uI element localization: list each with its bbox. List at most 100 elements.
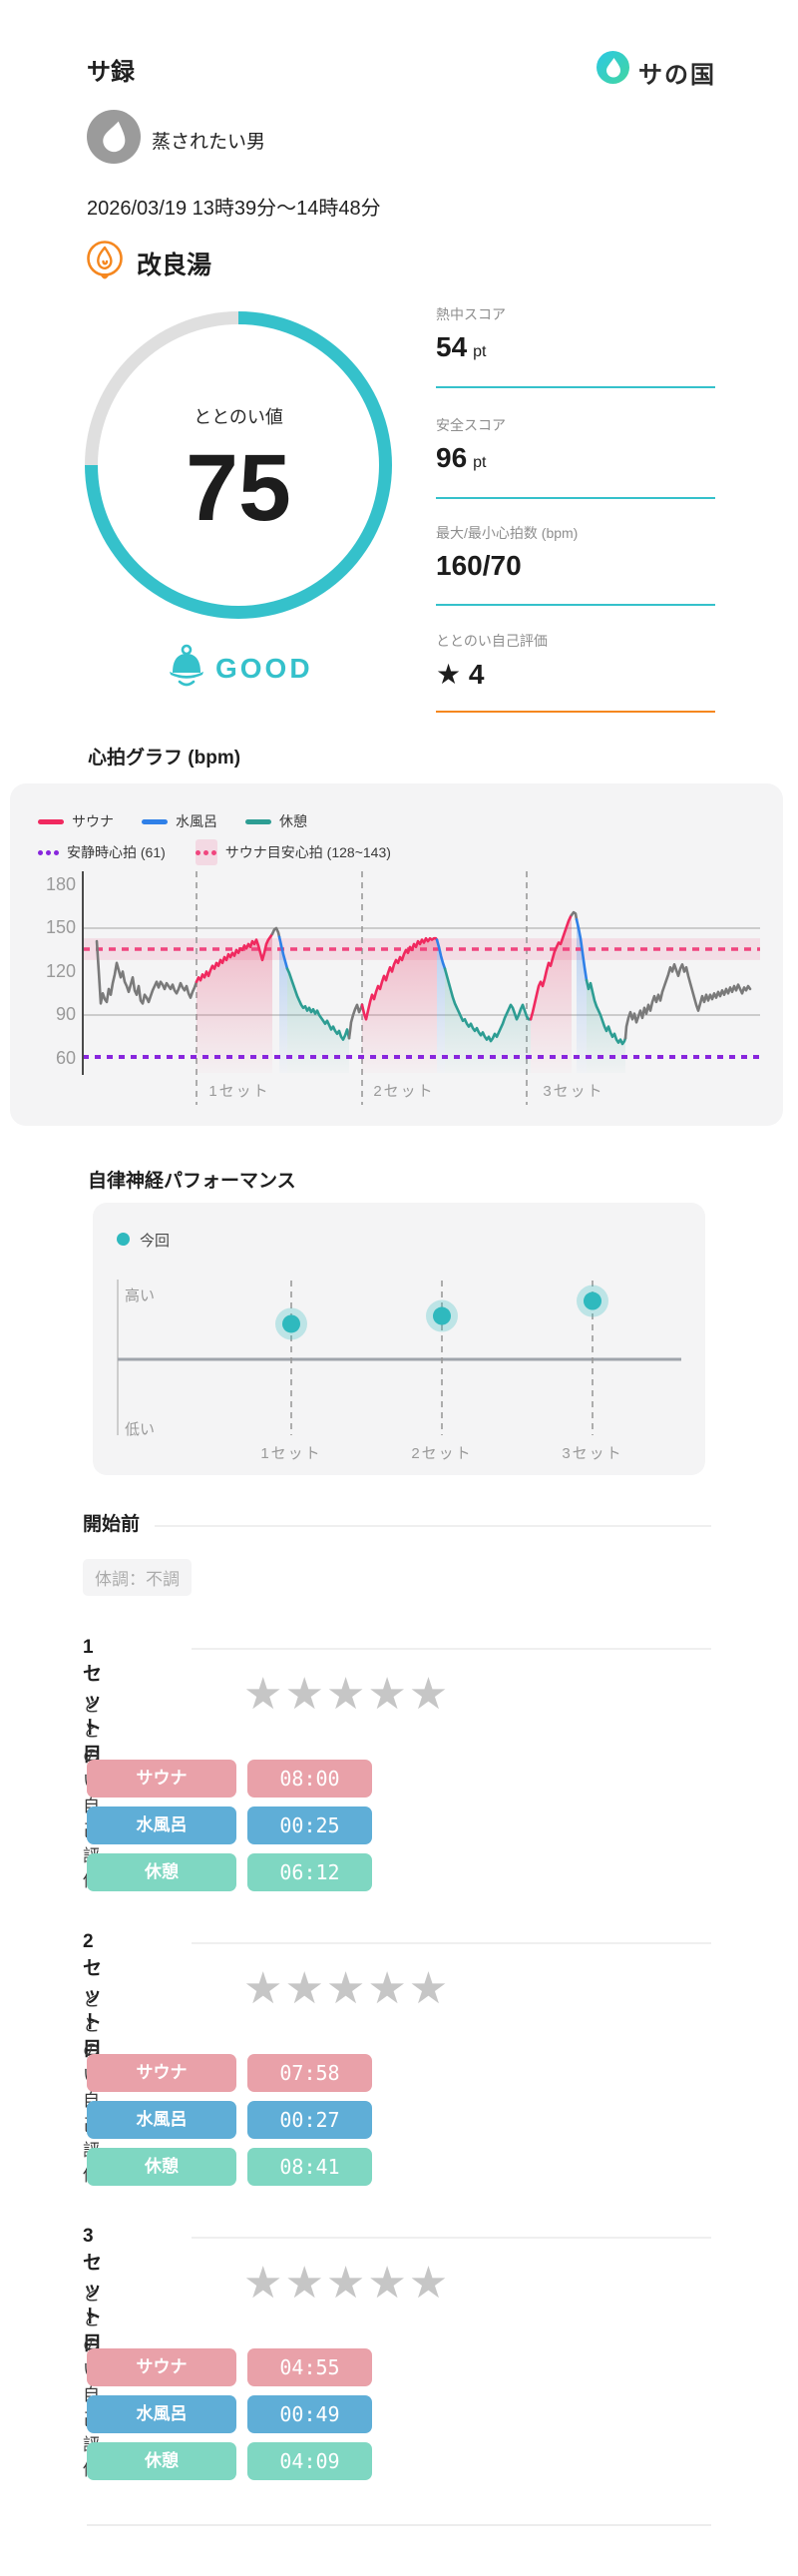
phase-chip-rest: 休憩	[87, 2148, 236, 2186]
perf-legend-dot	[117, 1233, 130, 1246]
legend-line-swatch	[245, 818, 271, 824]
hr-line-peak	[570, 910, 579, 921]
hr-line-rest	[443, 967, 533, 1043]
set-rating-stars[interactable]: ★★★★★	[243, 2259, 451, 2308]
hr-line-water	[435, 938, 447, 970]
brand-drop-icon	[597, 51, 629, 84]
session-datetime: 2026/03/19 13時39分〜14時48分	[87, 198, 381, 220]
legend-dots	[38, 849, 59, 855]
hr-set-label: 3セット	[543, 1083, 604, 1100]
stat-value-row: 160/70	[436, 550, 715, 582]
brand-logo-text: サの国	[638, 62, 716, 89]
phase-chip-water: 水風呂	[87, 1806, 236, 1844]
dot	[46, 849, 51, 855]
legend-item: サウナ目安心拍 (128~143)	[195, 839, 391, 865]
phase-chip-sauna: サウナ	[87, 1760, 236, 1798]
stat-label: 安全スコア	[436, 417, 506, 433]
phase-time-rest: 06:12	[247, 1853, 372, 1891]
hr-line-sauna	[529, 913, 574, 1021]
set-divider	[192, 1648, 711, 1650]
set-divider	[192, 2237, 711, 2239]
hr-line-peak	[270, 926, 281, 938]
stat-value-row: 96 pt	[436, 442, 715, 474]
hr-chart-plot	[0, 783, 798, 1130]
gauge-value: 75	[186, 435, 291, 541]
hr-line-water	[277, 935, 289, 970]
stat-label: 熱中スコア	[436, 306, 506, 322]
sauna-hat-icon	[166, 644, 207, 689]
stat-value: 54	[436, 331, 468, 362]
legend-label: 水風呂	[176, 813, 217, 829]
perf-chart-card: 今回 高い 低い 1セット 2セット 3セット	[93, 1203, 705, 1475]
hr-set-label: 2セット	[373, 1083, 435, 1100]
hr-legend-row1: サウナ 水風呂 休憩	[38, 810, 766, 832]
stat-unit: pt	[473, 343, 487, 360]
phase-time-sauna: 08:00	[247, 1760, 372, 1798]
legend-item: 休憩	[245, 811, 307, 831]
legend-item: 安静時心拍 (61)	[38, 842, 166, 862]
set-divider	[192, 1942, 711, 1944]
hr-line-bridge	[347, 1003, 364, 1040]
avatar	[87, 110, 141, 164]
phase-chip-sauna: サウナ	[87, 2054, 236, 2092]
hr-ytick: 150	[45, 917, 76, 937]
page-title: サ録	[87, 59, 135, 86]
hr-chart-legend: サウナ 水風呂 休憩安静時心拍 (61) サウナ目安心拍 (128~143)	[38, 810, 766, 866]
perf-point	[282, 1314, 300, 1333]
user-name: 蒸されたい男	[152, 132, 266, 153]
hr-line-sauna	[195, 932, 274, 983]
hr-line-pre	[95, 939, 199, 1005]
water-drop-icon	[103, 121, 126, 153]
dot	[38, 849, 43, 855]
legend-line-swatch	[38, 818, 64, 824]
phase-time-rest: 08:41	[247, 2148, 372, 2186]
hr-line-rest	[585, 978, 627, 1046]
hr-line-water	[575, 918, 589, 982]
hr-line-sauna	[360, 936, 439, 1021]
phase-time-water: 00:27	[247, 2101, 372, 2139]
condition-badge: 体調：不調	[83, 1559, 192, 1596]
legend-label: サウナ	[72, 813, 114, 829]
pre-section-title: 開始前	[83, 1514, 141, 1535]
facility-flame-pin-icon	[85, 239, 125, 287]
legend-label: サウナ目安心拍 (128~143)	[224, 844, 391, 860]
pre-section-divider	[155, 1525, 711, 1527]
legend-line-swatch	[142, 818, 168, 824]
phase-chip-sauna: サウナ	[87, 2348, 236, 2386]
legend-item: 水風呂	[142, 811, 217, 831]
stat-value-row: 54 pt	[436, 331, 715, 363]
phase-chip-water: 水風呂	[87, 2101, 236, 2139]
stat-value: 160/70	[436, 550, 522, 581]
legend-dots	[196, 849, 217, 855]
stat-value: 96	[436, 442, 468, 473]
stat-safety-score: 安全スコア 96 pt	[436, 415, 715, 499]
phase-time-water: 00:49	[247, 2395, 372, 2433]
legend-item: サウナ	[38, 811, 114, 831]
facility-name: 改良湯	[137, 252, 212, 279]
perf-axis-low: 低い	[125, 1421, 156, 1438]
set-rating-stars[interactable]: ★★★★★	[243, 1670, 451, 1719]
phase-chip-water: 水風呂	[87, 2395, 236, 2433]
hr-ytick: 90	[55, 1004, 76, 1024]
totonoi-gauge: ととのい値 75	[85, 311, 392, 619]
legend-band-swatch	[195, 839, 217, 865]
legend-label: 安静時心拍 (61)	[67, 844, 166, 860]
stat-self-rating: ととのい自己評価 ★ 4	[436, 631, 715, 713]
set-rating-stars[interactable]: ★★★★★	[243, 1964, 451, 2013]
legend-label: 休憩	[279, 813, 307, 829]
perf-legend-label: 今回	[140, 1233, 171, 1250]
hr-line-after	[623, 963, 752, 1040]
stat-value-row: ★ 4	[436, 658, 715, 691]
phase-chip-rest: 休憩	[87, 2442, 236, 2480]
dot	[203, 849, 209, 855]
gauge-label: ととのい値	[194, 407, 283, 427]
phase-time-sauna: 07:58	[247, 2054, 372, 2092]
stat-label: 最大/最小心拍数 (bpm)	[436, 525, 579, 541]
bottom-divider	[87, 2524, 711, 2526]
perf-cat-label: 2セット	[411, 1445, 473, 1462]
perf-axis-high: 高い	[125, 1288, 156, 1304]
perf-chart-title: 自律神経パフォーマンス	[88, 1171, 296, 1192]
perf-cat-label: 1セット	[260, 1445, 322, 1462]
perf-point	[433, 1306, 451, 1325]
